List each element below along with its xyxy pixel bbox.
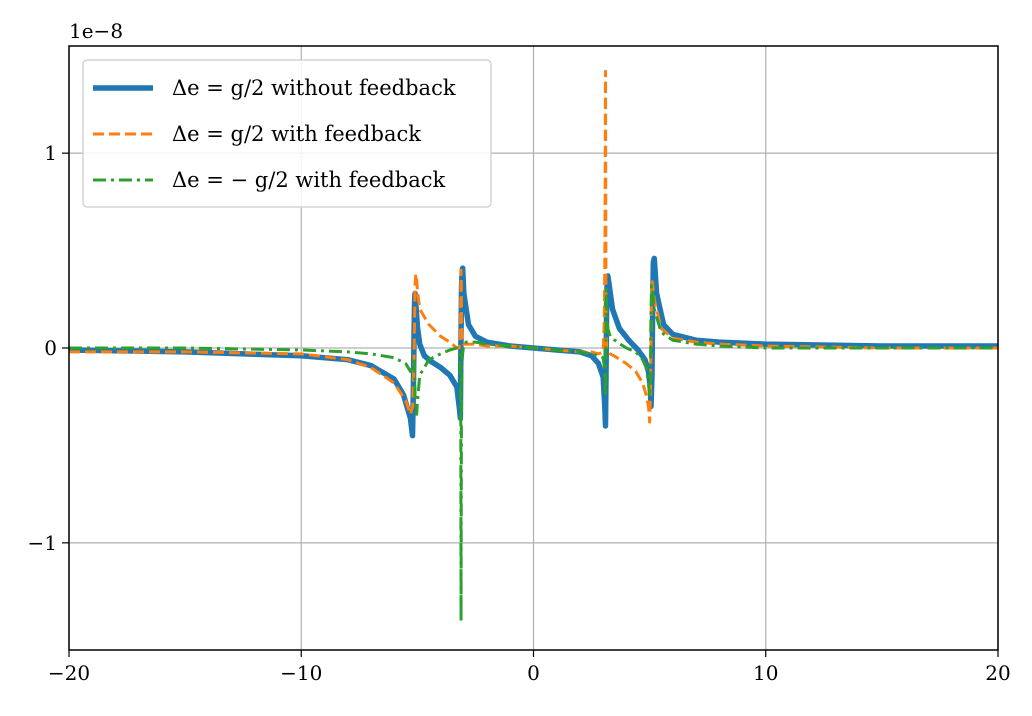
- series-line-3: [69, 284, 998, 623]
- legend-label-2: Δe = g/2 with feedback: [172, 122, 421, 146]
- legend: Δe = g/2 without feedback Δe = g/2 with f…: [82, 59, 492, 208]
- axis-ticks: −20 −10 0 10 20−101: [28, 141, 1011, 685]
- y-tick-label: −1: [28, 531, 57, 555]
- series-line-2: [69, 69, 998, 424]
- series-layer: [69, 69, 998, 623]
- y-tick-label: 0: [44, 336, 57, 360]
- x-tick-label: 20: [985, 661, 1010, 685]
- x-tick-label: 10: [753, 661, 778, 685]
- legend-box: [82, 59, 492, 208]
- legend-label-1: Δe = g/2 without feedback: [172, 76, 456, 100]
- y-tick-label: 1: [44, 141, 57, 165]
- x-tick-label: 0: [527, 661, 540, 685]
- x-tick-label: −20: [48, 661, 90, 685]
- x-tick-label: −10: [280, 661, 322, 685]
- y-offset-text: 1e−8: [69, 19, 123, 43]
- legend-label-3: Δe = − g/2 with feedback: [172, 168, 445, 192]
